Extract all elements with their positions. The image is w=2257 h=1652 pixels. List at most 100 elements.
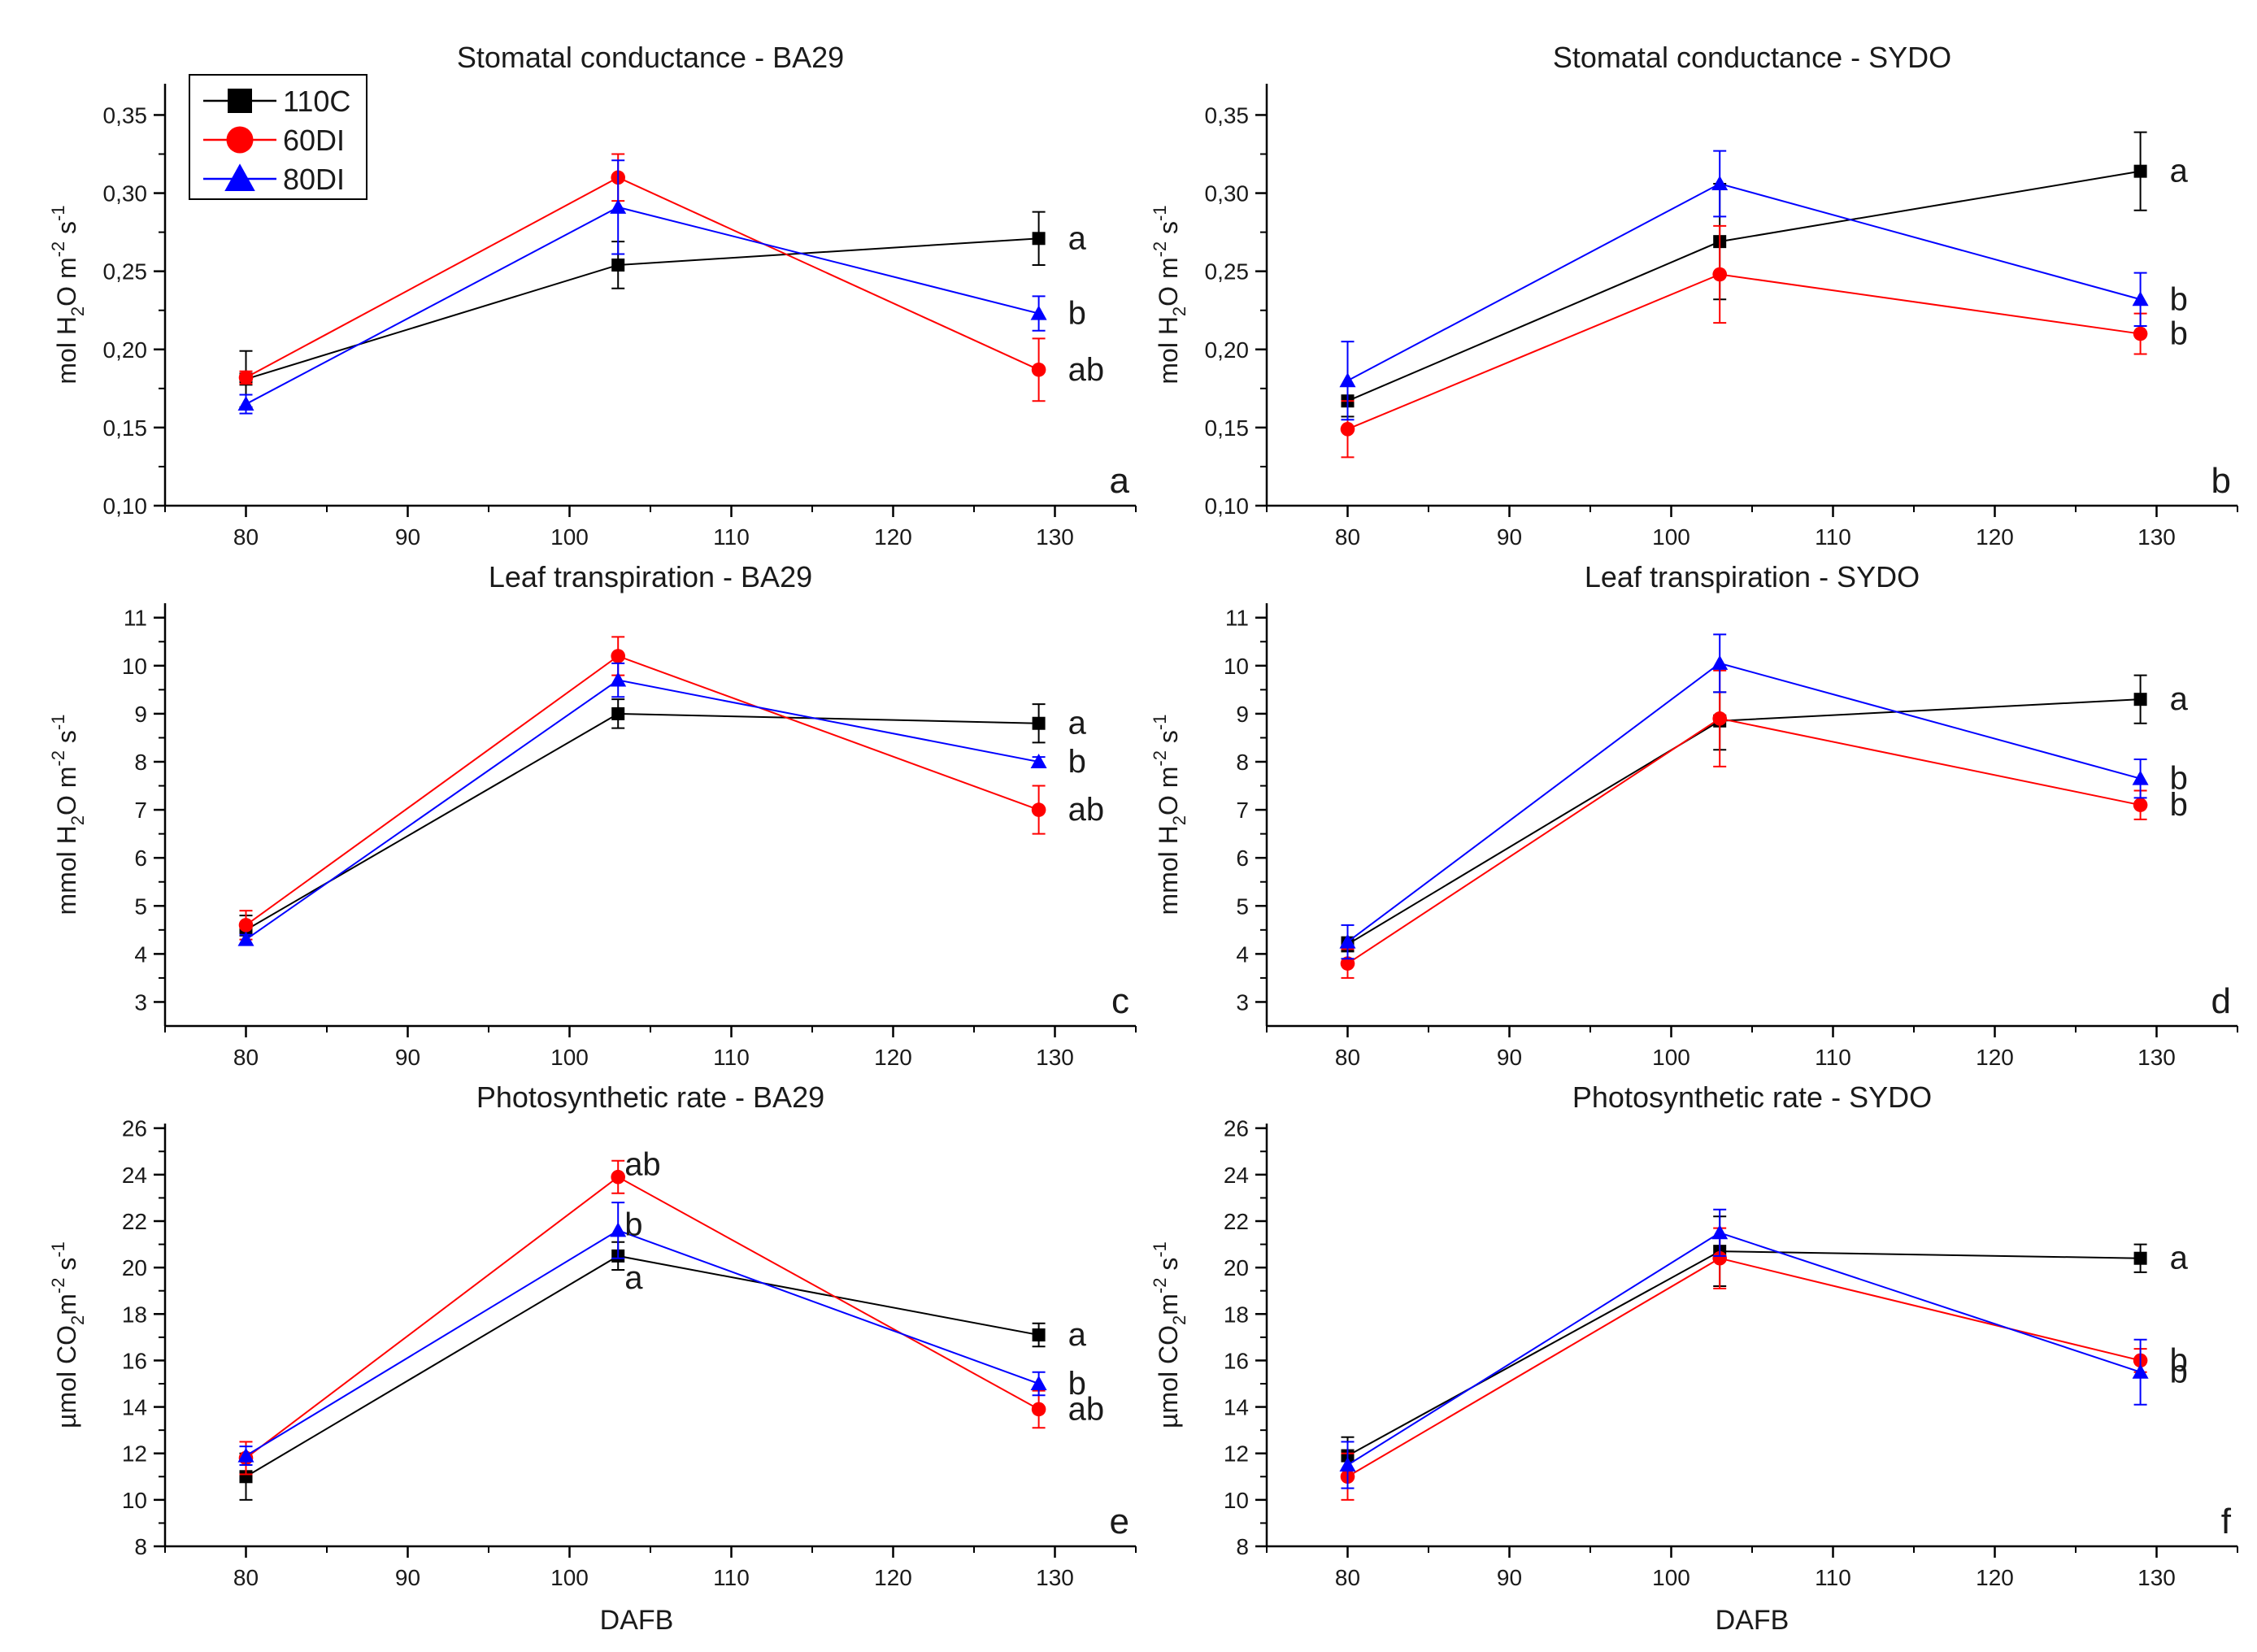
- y-tick-label: 22: [122, 1209, 147, 1234]
- series-line: [1347, 170, 2141, 402]
- panel-letter: c: [1111, 981, 1129, 1021]
- series-60DI: [1340, 669, 2148, 979]
- panel-a: 80 90 100 110 120 130 0,10 0,15 0,20 0,25 0,30 0,35…: [48, 41, 1137, 550]
- x-tick-label: 90: [1497, 1045, 1522, 1070]
- y-tick-label: 0,30: [1205, 181, 1250, 206]
- significance-letter: b: [2170, 761, 2188, 797]
- series-80DI: [1339, 633, 2149, 960]
- x-tick-label: 130: [1036, 1045, 1074, 1070]
- significance-letter: b: [2170, 1354, 2188, 1390]
- significance-letter: a: [2170, 154, 2189, 189]
- data-point: [1340, 422, 1355, 437]
- series-60DI: [238, 636, 1046, 941]
- panel-title: Leaf transpiration - BA29: [489, 560, 812, 593]
- x-tick-label: 80: [233, 524, 259, 550]
- series-line: [1346, 1257, 2141, 1478]
- panel-letter: d: [2211, 981, 2231, 1021]
- data-point: [2133, 1251, 2147, 1265]
- y-tick-label: 26: [122, 1116, 147, 1141]
- significance-letter: a: [1068, 706, 1087, 741]
- significance-letter: b: [1068, 744, 1086, 780]
- significance-letter: b: [1068, 1366, 1086, 1402]
- data-point: [237, 931, 254, 946]
- significance-letter-mid: a: [624, 1260, 643, 1296]
- y-tick-label: 26: [1224, 1116, 1249, 1141]
- series-80DI: [1339, 1208, 2149, 1489]
- series-line: [246, 176, 1040, 379]
- significance-letter-mid: ab: [624, 1147, 661, 1183]
- y-tick-label: 10: [1224, 654, 1249, 679]
- legend-label: 110C: [283, 85, 350, 118]
- significance-letter: b: [2170, 281, 2188, 317]
- data-point: [1712, 711, 1727, 726]
- y-tick-label: 12: [1224, 1441, 1249, 1467]
- y-tick-label: 0,30: [103, 181, 148, 206]
- y-tick-label: 4: [134, 941, 147, 967]
- data-point: [237, 396, 254, 411]
- data-point: [2132, 1363, 2149, 1379]
- y-tick-label: 0,15: [1205, 415, 1250, 441]
- data-point: [610, 1222, 627, 1237]
- y-tick-label: 10: [122, 1488, 147, 1513]
- x-tick-label: 120: [874, 1565, 912, 1590]
- y-tick-label: 5: [1236, 893, 1249, 919]
- x-tick-label: 130: [2137, 1565, 2176, 1590]
- series-line: [1346, 1232, 2141, 1466]
- y-tick-label: 0,20: [1205, 337, 1250, 363]
- data-point: [1712, 1250, 1727, 1266]
- data-point: [237, 1447, 254, 1463]
- y-tick-label: 24: [122, 1163, 147, 1188]
- series-110C: [1341, 131, 2147, 418]
- y-tick-label: 0,15: [103, 415, 148, 441]
- series-80DI: [1339, 150, 2149, 421]
- y-tick-label: 18: [122, 1302, 147, 1327]
- series-80DI: [237, 159, 1047, 415]
- x-tick-label: 90: [395, 1565, 420, 1590]
- panel-title: Stomatal conductance - SYDO: [1553, 41, 1951, 74]
- data-point: [1340, 956, 1355, 971]
- significance-letter: b: [2170, 316, 2188, 352]
- y-axis-label: mmol H2O m-2 s-1: [1150, 715, 1189, 915]
- x-tick-label: 110: [1815, 1045, 1851, 1070]
- series-line: [245, 712, 1039, 931]
- x-tick-label: 90: [395, 524, 420, 550]
- y-tick-label: 8: [1236, 750, 1249, 775]
- y-tick-label: 22: [1224, 1209, 1249, 1234]
- series-110C: [1341, 674, 2147, 953]
- y-tick-label: 3: [134, 989, 147, 1015]
- data-point: [1032, 232, 1046, 246]
- panel-b: 80 90 100 110 120 130 0,10 0,15 0,20 0,25 0,30 0,35…: [1150, 41, 2238, 550]
- x-tick-label: 130: [1036, 524, 1074, 550]
- y-tick-label: 24: [1224, 1163, 1249, 1188]
- series-line: [1347, 182, 2141, 382]
- series-80DI: [237, 662, 1047, 946]
- x-tick-label: 80: [233, 1045, 259, 1070]
- x-tick-label: 100: [1652, 524, 1690, 550]
- y-tick-label: 0,35: [103, 102, 148, 128]
- y-tick-label: 6: [1236, 846, 1249, 871]
- y-tick-label: 20: [122, 1255, 147, 1280]
- y-tick-label: 14: [1224, 1395, 1249, 1420]
- x-tick-label: 80: [233, 1565, 259, 1590]
- x-tick-label: 100: [550, 1565, 589, 1590]
- series-line: [246, 206, 1039, 405]
- panel-f: 80 90 100 110 120 130 8 10 12 14 16 18 20 22 24 26 Photo…: [1150, 1080, 2238, 1590]
- data-point: [1339, 372, 1356, 388]
- y-tick-label: 0,10: [1205, 493, 1250, 519]
- y-tick-label: 4: [1236, 941, 1249, 967]
- x-tick-label: 110: [713, 524, 750, 550]
- y-axis-label: µmol CO2m-2 s-1: [48, 1241, 88, 1428]
- y-tick-label: 7: [134, 798, 147, 823]
- x-tick-label: 100: [550, 524, 589, 550]
- x-tick-label: 110: [713, 1565, 750, 1590]
- data-point: [1032, 1328, 1046, 1341]
- data-point: [2133, 798, 2148, 812]
- x-tick-label: 120: [1976, 1565, 2014, 1590]
- y-tick-label: 0,10: [103, 493, 148, 519]
- x-tick-label: 90: [1497, 524, 1522, 550]
- x-tick-label: 100: [1652, 1565, 1690, 1590]
- series-110C: [1341, 1215, 2147, 1476]
- x-tick-label: 130: [1036, 1565, 1074, 1590]
- data-point: [1030, 754, 1047, 768]
